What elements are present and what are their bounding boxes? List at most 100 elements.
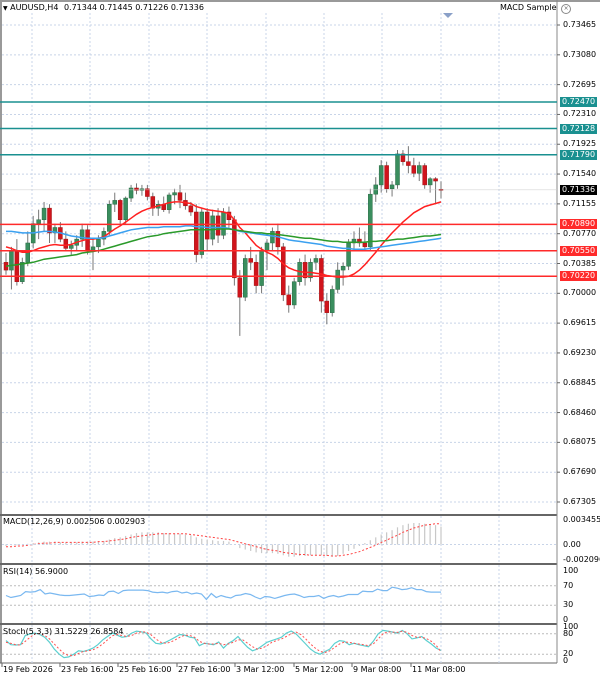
candle-bull (139, 188, 145, 191)
candle-bear (275, 231, 281, 248)
candle-bull (69, 245, 74, 249)
candle-bull (389, 184, 395, 190)
macd-axis-label: 0.003455 (563, 514, 600, 524)
candle-bull (96, 238, 101, 248)
candle-bull (417, 165, 422, 174)
price-tick-label: 0.71540 (563, 169, 597, 179)
candle-bear (63, 238, 69, 249)
expert-advisor-label: MACD Sample × (500, 3, 572, 14)
price-tick-label: 0.73080 (563, 49, 597, 59)
price-tick-label: 0.68075 (563, 437, 597, 447)
collapse-triangle-icon[interactable]: ▼ (3, 5, 8, 12)
rsi-axis-label: 70 (563, 580, 574, 590)
candle-bear (248, 258, 253, 263)
candle-bear (177, 192, 183, 201)
price-tick-label: 0.72310 (563, 109, 597, 119)
candle-bull (378, 165, 384, 186)
ma-fast-line (5, 201, 442, 278)
stoch-axis-label: 20 (563, 649, 574, 659)
price-tick-label: 0.73465 (563, 20, 597, 29)
candle-bull (112, 200, 117, 205)
candle-bull (291, 281, 297, 306)
price-tick-label: 0.71925 (563, 139, 597, 149)
symbol-label: AUDUSD,H4 (10, 3, 59, 12)
candle-bull (368, 193, 373, 248)
resistance-price-tag[interactable]: 0.72470 (560, 97, 598, 108)
current-price-tag: 0.71336 (560, 184, 598, 195)
candle-bull (9, 250, 14, 271)
price-tick-label: 0.67305 (563, 497, 597, 506)
candle-bull (199, 211, 204, 255)
stoch-axis-label: 100 (563, 622, 579, 631)
candle-bull (20, 262, 25, 282)
macd-axis-label: 0.00 (563, 539, 581, 549)
candle-bear (253, 262, 259, 286)
time-tick-label: 9 Mar 08:00 (353, 665, 402, 674)
rsi-line (5, 586, 441, 601)
candle-bull (335, 269, 340, 290)
stoch-axis-label: 0 (563, 656, 569, 665)
rsi-axis-label: 0 (563, 615, 569, 624)
price-tick-label: 0.70000 (563, 288, 597, 298)
candle-bear (362, 242, 368, 248)
time-tick-label: 5 Mar 12:00 (295, 665, 344, 674)
close-expert-icon[interactable]: × (561, 4, 572, 14)
time-tick-label: 27 Feb 16:00 (178, 665, 231, 674)
candle-bear (302, 262, 308, 279)
candle-bear (237, 277, 243, 298)
time-tick-label: 23 Feb 16:00 (61, 665, 114, 674)
candle-bear (232, 219, 237, 279)
resistance-price-tag[interactable]: 0.71790 (560, 149, 598, 160)
price-tick-label: 0.72695 (563, 79, 597, 89)
candle-bear (188, 205, 194, 213)
candle-bull (351, 238, 357, 244)
candle-bear (215, 215, 221, 236)
candle-bear (411, 165, 417, 174)
rsi-axis-label: 30 (563, 600, 574, 610)
candle-bear (145, 188, 150, 197)
candle-bull (264, 242, 270, 251)
candle-bull (172, 192, 177, 196)
candle-bear (204, 211, 210, 240)
candle-bull (270, 231, 275, 244)
price-tick-label: 0.68460 (563, 407, 597, 417)
symbol-header: ▼ AUDUSD,H4 0.71344 0.71445 0.71226 0.71… (3, 3, 204, 14)
candle-bull (221, 211, 226, 236)
candle-bear (406, 161, 411, 166)
candle-bear (134, 187, 139, 191)
candle-bull (243, 258, 248, 298)
support-price-tag[interactable]: 0.70550 (560, 245, 598, 256)
candle-bull (313, 258, 319, 263)
candle-bull (427, 178, 433, 186)
ma-slow-line (5, 228, 442, 267)
price-tick-label: 0.69615 (563, 318, 597, 328)
macd-axis-label: -0.002096 (563, 554, 600, 564)
candle-bear (319, 258, 324, 302)
resistance-price-tag[interactable]: 0.72128 (560, 123, 598, 134)
rsi-axis-label: 100 (563, 566, 579, 575)
candle-bull (330, 289, 335, 313)
candle-bear (286, 294, 291, 306)
price-tick-label: 0.68845 (563, 377, 597, 387)
ma-mid-line (6, 225, 442, 250)
candle-bear (281, 246, 286, 296)
candle-bull (308, 262, 313, 279)
time-tick-label: 19 Feb 2026 (3, 665, 53, 674)
ohlc-values: 0.71344 0.71445 0.71226 0.71336 (63, 3, 204, 12)
candle-bull (340, 265, 346, 271)
candle-bull (107, 204, 112, 232)
support-price-tag[interactable]: 0.70890 (560, 219, 598, 230)
macd-title: MACD(12,26,9) 0.002506 0.002903 (3, 517, 146, 526)
support-price-tag[interactable]: 0.70220 (560, 271, 598, 282)
candle-bear (357, 238, 362, 244)
macd-signal-line (6, 523, 441, 557)
rsi-title: RSI(14) 56.9000 (3, 567, 69, 576)
stoch-main-line (5, 629, 442, 659)
chart-shift-marker-icon (443, 13, 453, 18)
price-tick-label: 0.67690 (563, 467, 597, 477)
candle-bull (36, 219, 41, 224)
candle-bear (14, 250, 20, 282)
candle-bear (384, 165, 389, 190)
